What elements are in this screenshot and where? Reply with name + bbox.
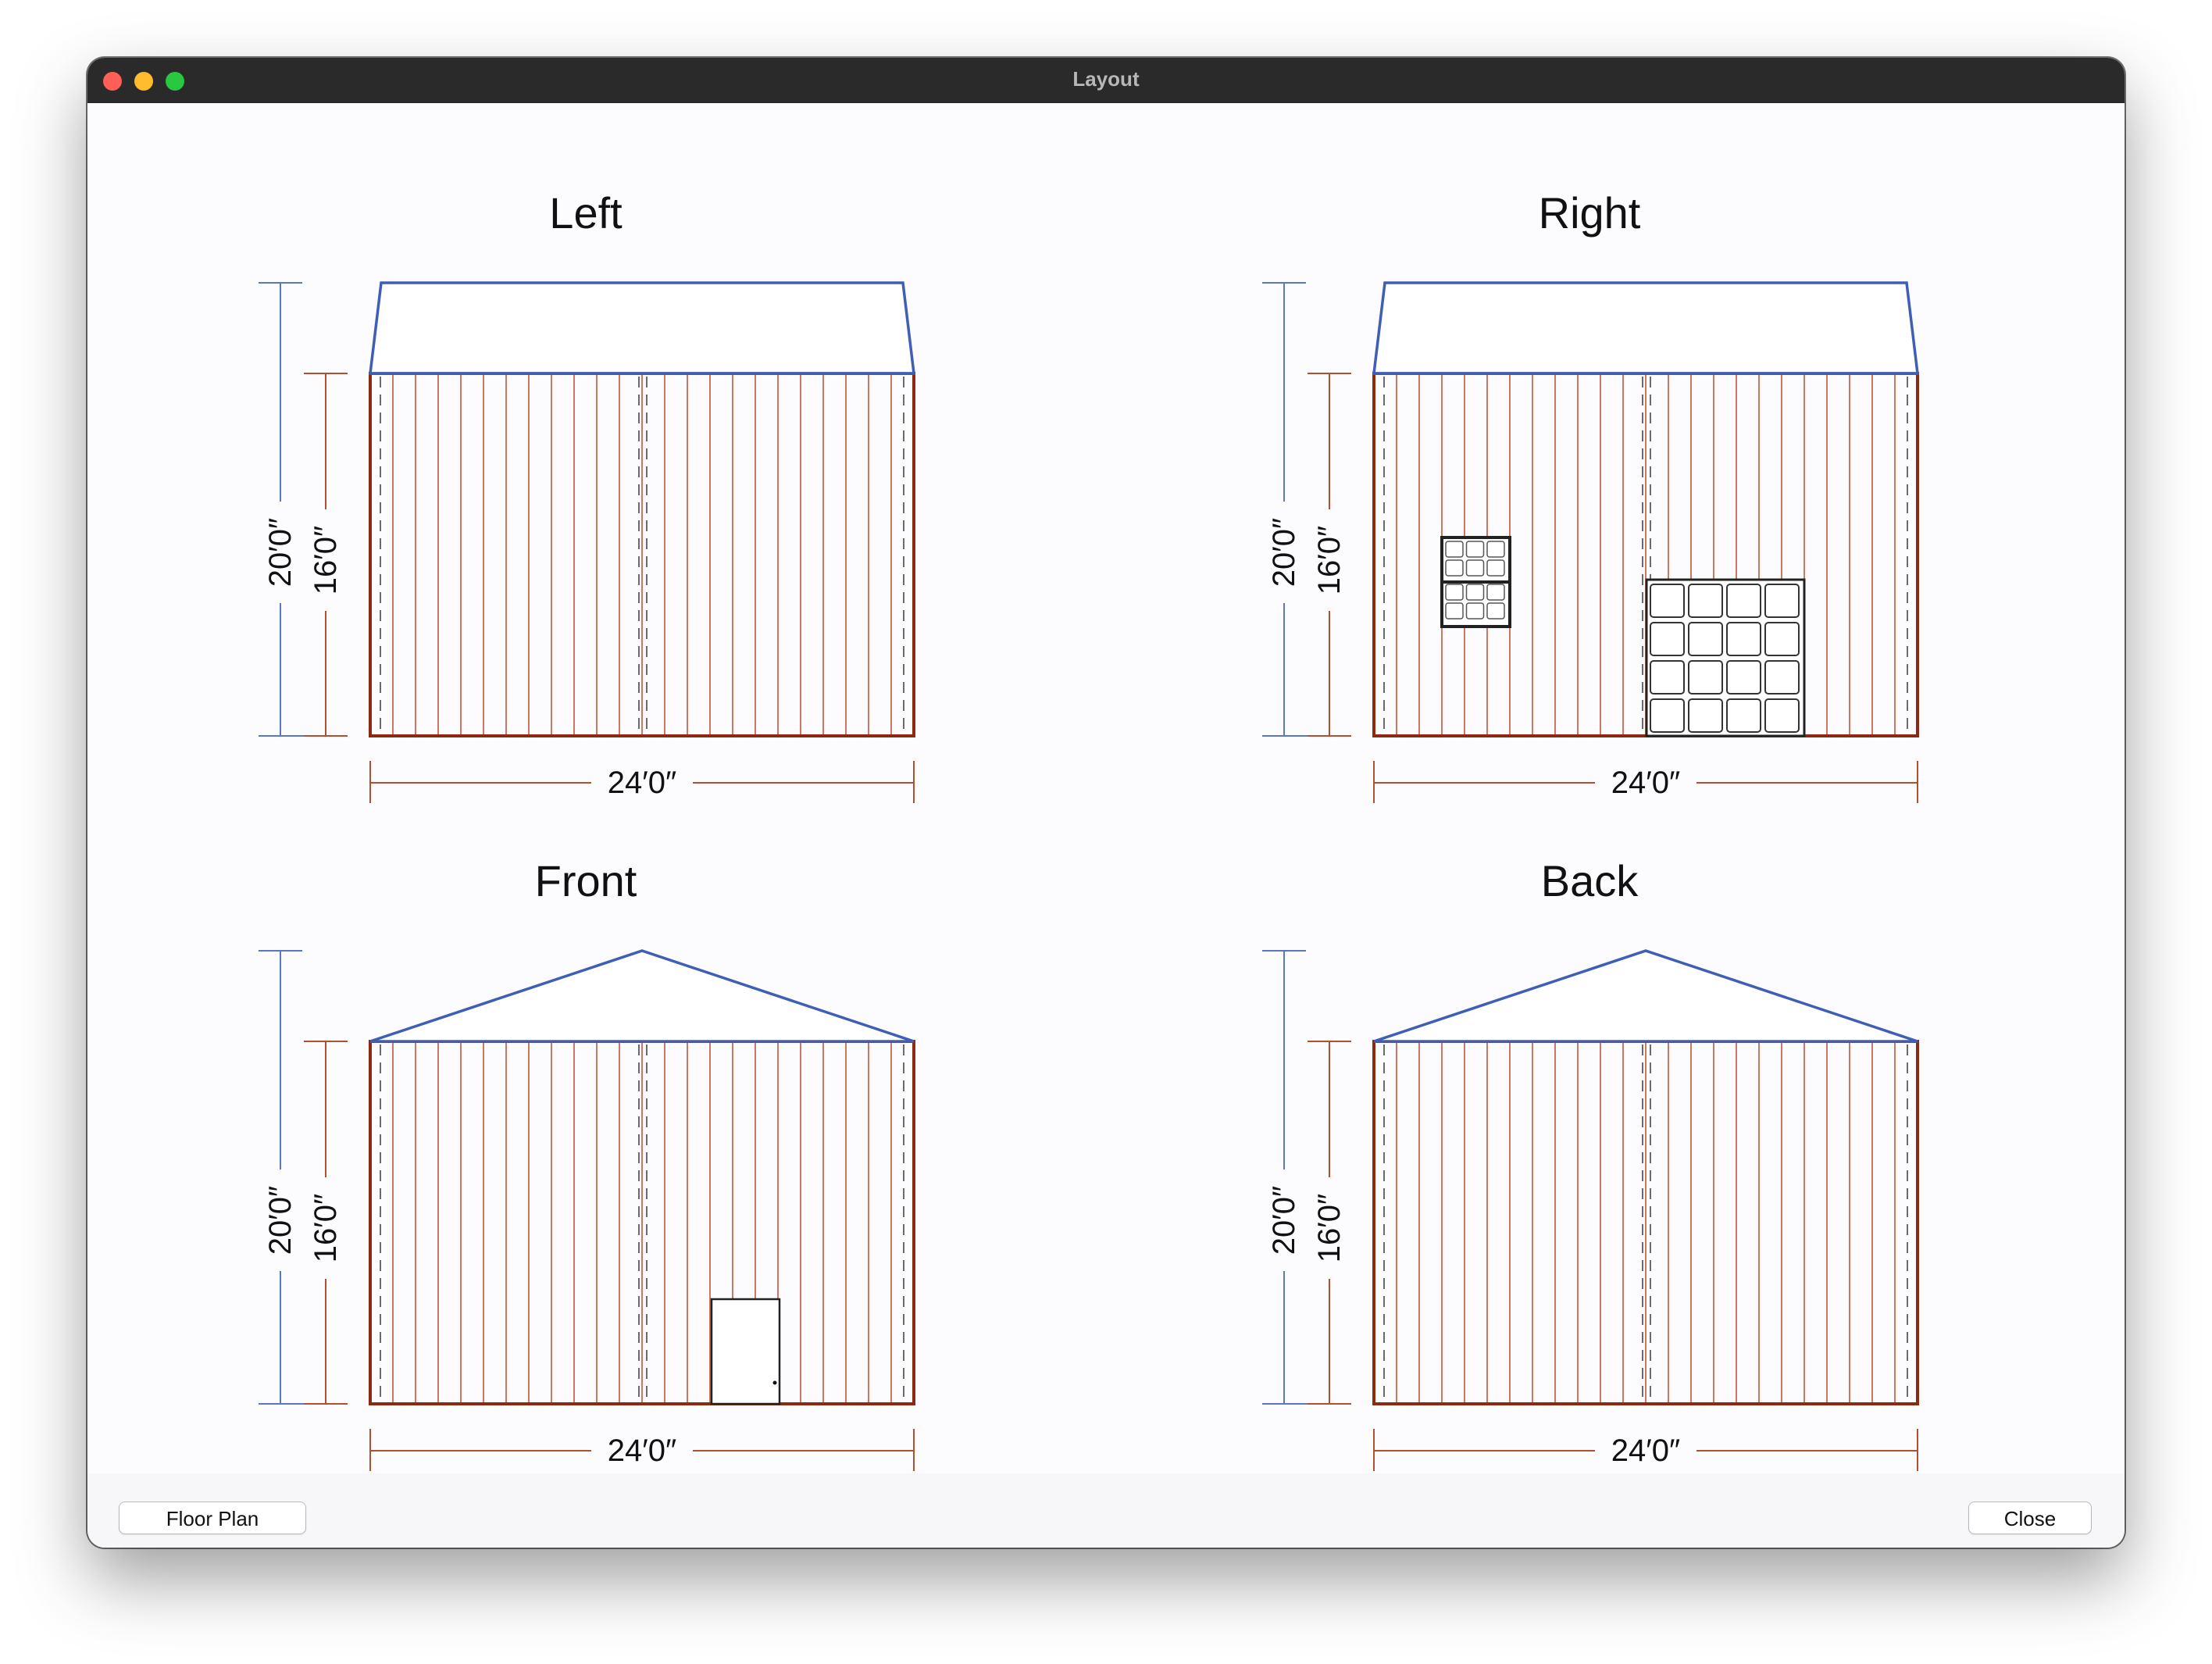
- roof-outline: [369, 949, 915, 1043]
- garage-door-panel: [1726, 584, 1761, 618]
- wall-height-label: 16′0″: [1312, 1194, 1347, 1262]
- label-backing: [1312, 1177, 1347, 1279]
- garage-door-panel: [1688, 660, 1723, 695]
- label-backing: [263, 502, 298, 603]
- garage-door-panel: [1764, 660, 1800, 695]
- window-pane: [1465, 559, 1485, 577]
- window-pane: [1465, 602, 1485, 620]
- roof-outline: [1373, 949, 1918, 1043]
- window-pane: [1465, 584, 1485, 601]
- minimize-window-icon[interactable]: [134, 72, 153, 91]
- overall-height-label: 20′0″: [263, 518, 298, 587]
- wall-height-label: 16′0″: [309, 526, 343, 595]
- label-backing: [309, 1177, 343, 1279]
- overall-height-label: 20′0″: [1267, 1186, 1301, 1255]
- window-pane: [1486, 541, 1505, 558]
- label-backing: [591, 766, 693, 800]
- wall-height-label: 16′0″: [309, 1194, 343, 1262]
- overall-height-label: 20′0″: [263, 1186, 298, 1255]
- elevation-left: Left 20′0″ 16′0″ 24′0″: [259, 188, 915, 803]
- title-bar: Layout: [87, 58, 2125, 103]
- label-backing: [1312, 509, 1347, 611]
- roof-outline: [1372, 281, 1919, 375]
- window-pane: [1486, 559, 1505, 577]
- garage-door-panel: [1650, 622, 1685, 656]
- width-label: 24′0″: [1611, 1434, 1680, 1468]
- entry-door: [710, 1298, 781, 1405]
- garage-door-panel: [1650, 698, 1685, 733]
- label-backing: [1595, 766, 1696, 800]
- overall-height-label: 20′0″: [1267, 518, 1301, 587]
- width-label: 24′0″: [1611, 766, 1680, 800]
- layout-window: Layout Left 20′0″ 16′0″ 24′0″ Right 20′0″ 16′0…: [87, 58, 2125, 1548]
- window-pane: [1445, 602, 1464, 620]
- close-window-icon[interactable]: [103, 72, 122, 91]
- garage-door-panel: [1726, 698, 1761, 733]
- garage-door-panel: [1688, 584, 1723, 618]
- garage-door-panel: [1764, 584, 1800, 618]
- label-backing: [263, 1169, 298, 1271]
- label-backing: [1267, 1169, 1301, 1271]
- window-title: Layout: [1072, 67, 1140, 91]
- window-pane: [1445, 559, 1464, 577]
- close-button[interactable]: Close: [1968, 1502, 2092, 1534]
- elevation-title: Back: [1541, 856, 1639, 905]
- garage-door-panel: [1650, 660, 1685, 695]
- window-pane: [1465, 541, 1485, 558]
- garage-door-panel: [1688, 698, 1723, 733]
- footer-bar: Floor Plan Close: [87, 1473, 2125, 1548]
- width-label: 24′0″: [608, 1434, 676, 1468]
- elevation-back: Back 20′0″ 16′0″ 24′0″: [1262, 856, 1919, 1471]
- garage-door: [1645, 578, 1806, 737]
- entry-door-frame: [710, 1298, 781, 1405]
- elevation-title: Front: [535, 856, 637, 905]
- garage-door-panel: [1726, 660, 1761, 695]
- elevation-right: Right 20′0″ 16′0″ 24′0″: [1262, 188, 1919, 803]
- label-backing: [1595, 1434, 1696, 1468]
- garage-door-panel: [1726, 622, 1761, 656]
- wall-height-label: 16′0″: [1312, 526, 1347, 595]
- elevation-title: Left: [549, 188, 623, 237]
- door-knob-icon: [772, 1380, 777, 1385]
- garage-door-panel: [1764, 622, 1800, 656]
- window-opening: [1440, 536, 1511, 628]
- elevation-title: Right: [1539, 188, 1641, 237]
- window-pane: [1486, 584, 1505, 601]
- roof-outline: [369, 281, 915, 375]
- window-pane: [1445, 584, 1464, 601]
- window-pane: [1445, 541, 1464, 558]
- label-backing: [591, 1434, 693, 1468]
- width-label: 24′0″: [608, 766, 676, 800]
- window-pane: [1486, 602, 1505, 620]
- elevation-front: Front 20′0″ 16′0″ 24′0″: [259, 856, 915, 1471]
- label-backing: [309, 509, 343, 611]
- garage-door-panel: [1764, 698, 1800, 733]
- zoom-window-icon[interactable]: [166, 72, 184, 91]
- label-backing: [1267, 502, 1301, 603]
- floor-plan-button[interactable]: Floor Plan: [119, 1502, 306, 1534]
- garage-door-panel: [1688, 622, 1723, 656]
- garage-door-panel: [1650, 584, 1685, 618]
